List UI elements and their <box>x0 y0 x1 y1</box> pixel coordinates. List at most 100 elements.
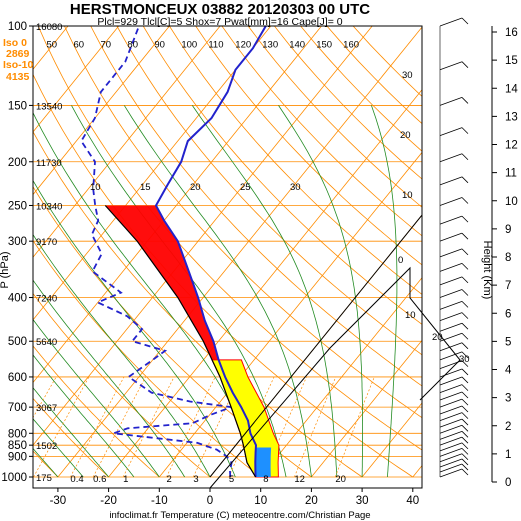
wind-barb-flag <box>461 197 469 204</box>
wind-barb <box>439 262 463 272</box>
wind-barb-flag <box>461 232 469 240</box>
chart-subtitle: Plcl=929 Tlcl[C]=5 Shox=7 Pwat[mm]=16 Ca… <box>97 16 342 28</box>
height-km-tick-label: 0 <box>505 477 511 489</box>
iso0-label: Iso 0 <box>3 37 27 49</box>
theta-label: 70 <box>100 40 111 51</box>
mixing-ratio-label: 8 <box>263 474 268 485</box>
wind-barb <box>439 232 463 242</box>
moist-adiabat-line <box>33 387 109 478</box>
height-km-tick-label: 12 <box>505 140 518 152</box>
iso-10-label: Iso-10 <box>3 59 34 71</box>
moist-adiabat-label: 10 <box>90 182 101 193</box>
wind-barb-flag <box>461 176 469 184</box>
wind-barb <box>439 391 463 401</box>
dry-adiabat-line <box>90 26 422 387</box>
mixing-ratio-label: 0.6 <box>93 474 106 485</box>
mixing-ratio-label: 1 <box>123 474 128 485</box>
dry-adiabat-line <box>33 292 211 478</box>
wind-barb <box>439 153 463 163</box>
pressure-tick-label: 150 <box>8 100 27 112</box>
mixing-ratio-label: 12 <box>294 474 305 485</box>
wind-barb-flag <box>461 61 469 68</box>
height-km-tick-label: 9 <box>505 224 511 236</box>
pressure-tick-label: 200 <box>8 157 27 169</box>
wind-barb <box>439 405 463 415</box>
mixing-ratio-label: 20 <box>335 474 346 485</box>
wind-barb-flag <box>461 276 469 284</box>
wind-barb <box>439 458 463 468</box>
theta-label: 120 <box>235 40 251 51</box>
geopotential-height-label: 7240 <box>36 294 57 305</box>
wind-barb-flag <box>461 301 469 308</box>
isotherm-line <box>33 26 221 258</box>
wind-barb-flag <box>461 360 469 367</box>
dry-adiabat-line <box>221 26 422 237</box>
temperature-tick-label: 30 <box>356 495 369 507</box>
surface-layer-area <box>255 447 272 477</box>
wind-barb <box>439 301 463 310</box>
wind-barb <box>439 418 463 428</box>
wind-barb <box>439 97 463 106</box>
moist-adiabat-line <box>191 105 338 478</box>
mixing-ratio-label: 2 <box>166 474 171 485</box>
pressure-tick-label: 900 <box>8 451 27 463</box>
geopotential-height-label: 13540 <box>36 101 62 112</box>
sounding-lines <box>80 26 422 478</box>
iso-10-height: 4135 <box>6 71 30 83</box>
height-km-tick-label: 1 <box>505 449 511 461</box>
geopotential-height-label: 16080 <box>36 22 62 33</box>
isotherm-line <box>33 26 322 384</box>
dry-adiabat-label: 30 <box>402 70 413 81</box>
height-km-tick-label: 8 <box>505 252 511 264</box>
moist-adiabat-label: 30 <box>290 182 301 193</box>
wind-barb-flag <box>461 351 469 359</box>
dry-adiabat-label: 0 <box>398 255 403 266</box>
height-axis-title: Height (Km) <box>481 241 493 300</box>
moist-adiabat-line <box>33 354 135 478</box>
wind-barb <box>439 17 463 27</box>
isotherm-line <box>33 26 120 133</box>
mixing-ratio-line <box>122 376 175 478</box>
height-km-tick-label: 13 <box>505 111 518 123</box>
moist-adiabat-line <box>123 105 312 478</box>
wind-barb <box>439 384 463 393</box>
temperature-tick-label: 20 <box>305 495 318 507</box>
mixing-ratio-line <box>192 376 241 478</box>
dry-adiabat-line <box>33 397 109 478</box>
mixing-ratio-line <box>334 376 375 478</box>
geopotential-height-label: 9170 <box>36 237 57 248</box>
isotherm-line <box>57 26 422 478</box>
dry-adiabat-line <box>247 26 422 208</box>
wind-barb-flag <box>461 215 469 223</box>
height-km-tick-label: 7 <box>505 280 511 292</box>
wind-barb-flag <box>461 322 469 330</box>
wind-barb <box>439 276 463 286</box>
cape-area <box>105 205 256 477</box>
height-km-tick-label: 6 <box>505 308 511 320</box>
moist-adiabat-label: 15 <box>140 182 151 193</box>
pressure-tick-label: 100 <box>8 21 27 33</box>
chart-footer: infoclimat.fr Temperature (C) meteocentr… <box>109 510 370 521</box>
moist-adiabat-line <box>278 105 364 477</box>
wind-barb-flag <box>461 391 469 399</box>
wind-barb-flag <box>461 342 469 350</box>
temperature-tick-label: 0 <box>207 495 213 507</box>
wind-barb <box>439 127 463 136</box>
height-km-tick-label: 4 <box>505 365 512 377</box>
wind-barb-flag <box>461 412 469 419</box>
hodograph-ring-label: 10 <box>405 310 416 321</box>
wind-barb <box>439 215 463 225</box>
mixing-ratio-label: 5 <box>229 474 234 485</box>
pressure-tick-label: 500 <box>8 336 27 348</box>
wind-barb-flag <box>461 431 469 438</box>
mixing-ratio-label: 3 <box>193 474 198 485</box>
height-km-tick-label: 11 <box>505 168 517 180</box>
temperature-tick-label: -20 <box>100 495 117 507</box>
isotherm-line <box>33 26 272 321</box>
theta-label: 110 <box>208 40 223 51</box>
moist-adiabat-line <box>33 179 236 478</box>
wind-barb <box>439 312 463 321</box>
dry-adiabat-line <box>169 26 422 295</box>
wind-barb-flag <box>461 97 469 104</box>
